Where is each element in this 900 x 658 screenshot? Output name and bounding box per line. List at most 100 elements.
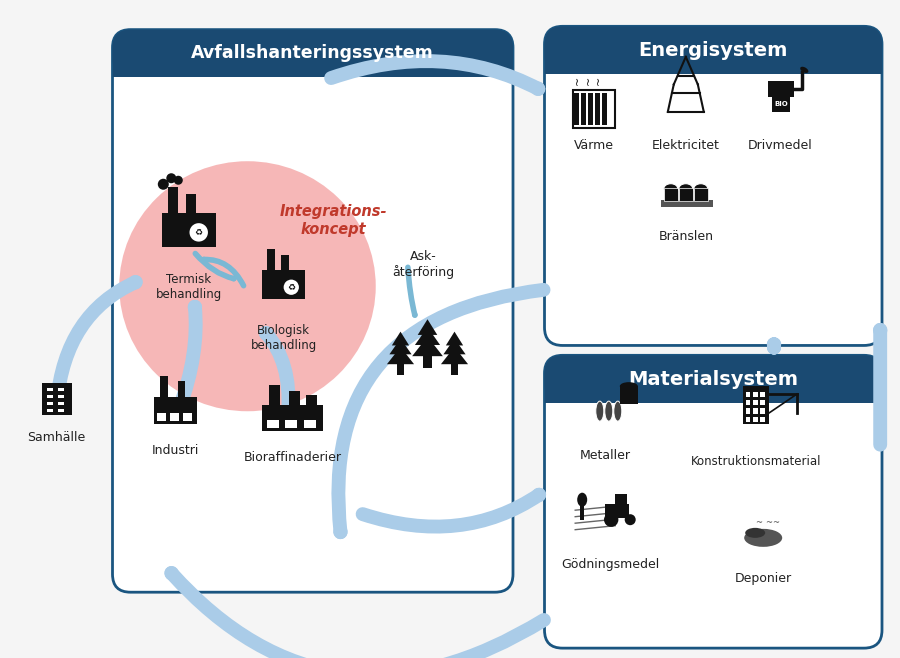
Polygon shape [446,332,464,345]
Circle shape [188,222,209,243]
Ellipse shape [744,529,782,547]
Polygon shape [392,332,410,345]
Bar [745,409,751,414]
FancyBboxPatch shape [112,30,513,592]
Bar [753,409,758,414]
Bar [595,93,600,124]
Bar [47,388,52,391]
Bar [397,363,404,375]
FancyArrowPatch shape [331,61,538,89]
Ellipse shape [620,382,638,390]
Bar [616,494,627,503]
Bar [266,420,279,428]
Text: ♻: ♻ [287,283,295,291]
Text: Gödningsmedel: Gödningsmedel [561,558,660,571]
Circle shape [158,179,169,190]
Text: ~: ~ [584,75,594,85]
Bar [58,395,64,398]
Text: Avfallshanteringssystem: Avfallshanteringssystem [192,44,434,63]
Bar [760,409,765,414]
Text: ~: ~ [765,518,771,527]
Bar [186,193,196,213]
Bar [162,213,216,247]
Bar [112,53,513,77]
Text: Integrations-
koncept: Integrations- koncept [279,204,387,237]
Bar [306,395,317,405]
FancyBboxPatch shape [544,26,882,74]
Bar [743,386,769,424]
Polygon shape [418,319,437,335]
Bar [168,187,178,213]
Bar [573,89,615,128]
Text: Deponier: Deponier [734,572,792,586]
Bar [290,391,301,405]
Polygon shape [415,327,440,345]
Bar [282,255,289,270]
Bar [58,409,64,412]
Ellipse shape [614,401,622,421]
Bar [184,413,192,421]
Text: Bioraffinaderier: Bioraffinaderier [244,451,341,464]
Circle shape [604,513,618,527]
Bar [745,392,751,397]
FancyBboxPatch shape [544,26,882,345]
Ellipse shape [577,493,587,507]
Text: Bränslen: Bränslen [658,230,714,243]
Bar [41,383,72,415]
Ellipse shape [694,184,707,193]
Bar [661,199,713,207]
Bar [760,392,765,397]
Bar [154,397,197,424]
FancyArrowPatch shape [408,267,415,315]
Bar [47,409,52,412]
Text: ~: ~ [573,75,583,85]
FancyArrowPatch shape [195,253,234,279]
Bar [262,405,323,431]
Bar [602,93,607,124]
Bar [544,50,882,74]
Bar [58,388,64,391]
Text: Konstruktionsmaterial: Konstruktionsmaterial [691,455,821,468]
FancyBboxPatch shape [112,30,513,77]
Bar [47,402,52,405]
FancyArrowPatch shape [363,495,539,526]
Bar [574,93,579,124]
Circle shape [174,176,183,185]
Text: Värme: Värme [574,139,614,153]
Bar [605,503,629,518]
FancyBboxPatch shape [544,355,882,403]
Bar [580,501,584,520]
Polygon shape [390,338,411,354]
Ellipse shape [679,184,693,193]
Ellipse shape [605,401,613,421]
FancyArrowPatch shape [203,259,244,286]
Ellipse shape [800,66,808,73]
Bar [769,81,795,97]
Bar [760,400,765,405]
FancyArrowPatch shape [171,573,544,658]
Bar [544,379,882,403]
Text: Ask-
återföring: Ask- återföring [392,250,454,279]
Bar [160,376,168,397]
Bar [177,381,185,397]
Bar [679,188,693,201]
Bar [269,385,280,405]
Ellipse shape [119,161,376,411]
FancyArrowPatch shape [179,307,195,409]
FancyArrowPatch shape [266,333,289,412]
Text: Elektricitet: Elektricitet [652,139,720,153]
Bar [588,93,593,124]
Text: Biologisk
behandling: Biologisk behandling [250,324,317,352]
Bar [620,386,638,404]
Text: Energisystem: Energisystem [639,41,788,59]
Bar [285,420,297,428]
Text: ♻: ♻ [194,228,202,237]
Polygon shape [412,337,443,356]
Text: ~: ~ [771,518,778,527]
Text: BIO: BIO [774,101,788,107]
Bar [170,413,179,421]
Polygon shape [387,347,414,364]
Bar [753,392,758,397]
Bar [262,270,305,299]
Bar [753,417,758,422]
